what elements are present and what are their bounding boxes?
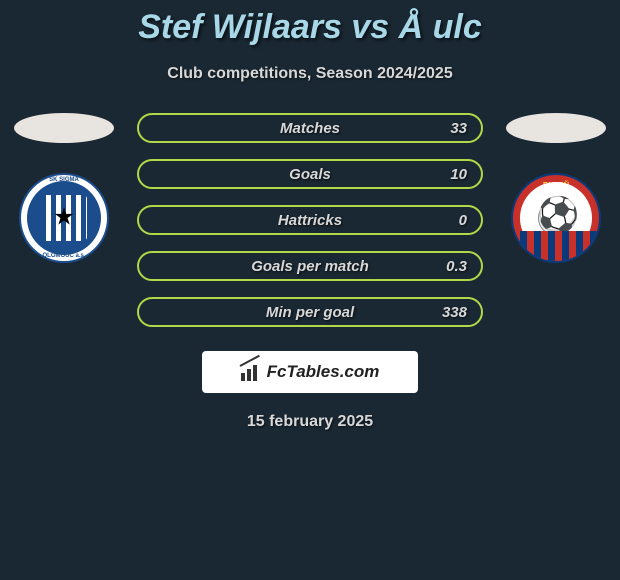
stat-label: Goals	[289, 166, 331, 183]
page-subtitle: Club competitions, Season 2024/2025	[0, 65, 620, 83]
team-crest-right: PLZEŇ	[511, 173, 601, 263]
brand-label: FcTables.com	[267, 362, 380, 382]
stat-row-goals: Goals 10	[137, 159, 483, 189]
stat-row-hattricks: Hattricks 0	[137, 205, 483, 235]
player-head-left	[14, 113, 114, 143]
crest-right-stripes	[513, 231, 599, 261]
stat-label: Goals per match	[251, 258, 369, 275]
stat-right-value: 10	[450, 166, 467, 183]
stat-label: Min per goal	[266, 304, 354, 321]
comparison-content: SK SIGMA ★ OLOMOUC a.s. Matches 33 Goals…	[0, 113, 620, 327]
stat-row-min-per-goal: Min per goal 338	[137, 297, 483, 327]
team-crest-left: SK SIGMA ★ OLOMOUC a.s.	[19, 173, 109, 263]
stat-label: Matches	[280, 120, 340, 137]
stat-label: Hattricks	[278, 212, 342, 229]
brand-badge[interactable]: FcTables.com	[202, 351, 418, 393]
player-head-right	[506, 113, 606, 143]
bar-chart-icon	[241, 363, 263, 381]
right-side: PLZEŇ	[501, 113, 611, 263]
crest-left-text-bottom: OLOMOUC a.s.	[21, 253, 107, 259]
stat-row-goals-per-match: Goals per match 0.3	[137, 251, 483, 281]
stat-right-value: 0.3	[446, 258, 467, 275]
stat-right-value: 338	[442, 304, 467, 321]
page-title: Stef Wijlaars vs Å ulc	[0, 8, 620, 47]
star-icon: ★	[53, 202, 75, 231]
stat-right-value: 0	[459, 212, 467, 229]
stats-column: Matches 33 Goals 10 Hattricks 0 Goals pe…	[137, 113, 483, 327]
header: Stef Wijlaars vs Å ulc Club competitions…	[0, 0, 620, 83]
brand-text: FcTables.com	[241, 362, 380, 382]
left-side: SK SIGMA ★ OLOMOUC a.s.	[9, 113, 119, 263]
stat-row-matches: Matches 33	[137, 113, 483, 143]
comparison-date: 15 february 2025	[0, 413, 620, 431]
crest-left-inner: ★	[27, 181, 101, 255]
stat-right-value: 33	[450, 120, 467, 137]
